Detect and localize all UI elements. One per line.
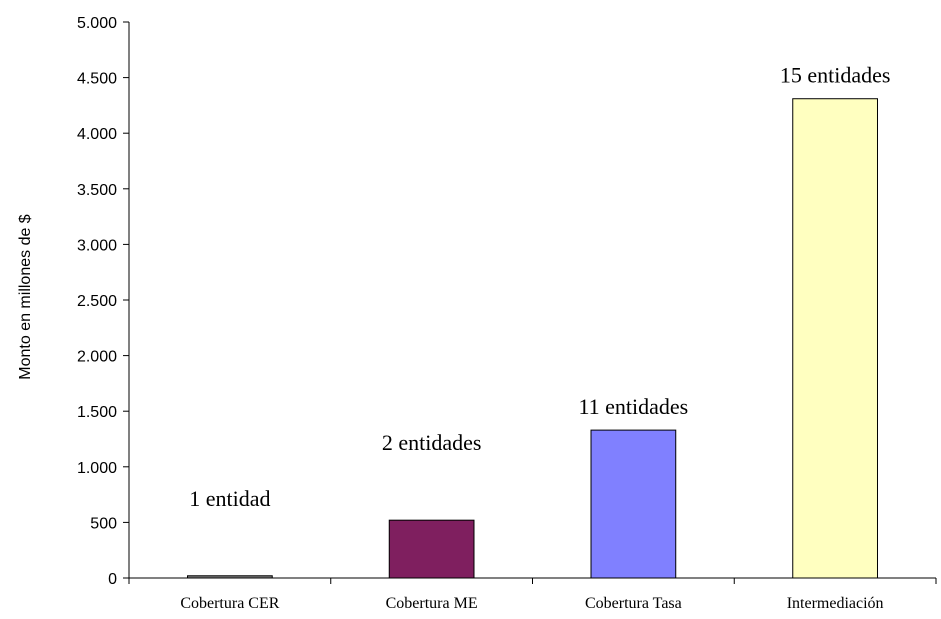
y-tick-label: 1.500: [77, 404, 117, 421]
y-tick-label: 2.000: [77, 349, 117, 366]
data-labels: 1 entidad 2 entidades 11 entidades 15 entid…: [189, 63, 890, 511]
y-tick-label: 2.500: [77, 293, 117, 310]
y-axis-title: Monto en millones de $: [17, 214, 34, 380]
y-tick-label: 1.000: [77, 460, 117, 477]
x-axis-tick-labels: Cobertura CER Cobertura ME Cobertura Tasa I…: [180, 595, 883, 612]
y-tick-label: 0: [108, 571, 117, 588]
x-tick-label: Cobertura Tasa: [585, 595, 682, 612]
bar: [388, 519, 475, 579]
y-tick-label: 5.000: [77, 15, 117, 32]
bar: [590, 429, 677, 579]
y-tick-label: 500: [90, 515, 117, 532]
y-tick-label: 3.500: [77, 182, 117, 199]
data-label: 1 entidad: [189, 486, 270, 511]
y-tick-label: 4.000: [77, 126, 117, 143]
x-tick-label: Cobertura ME: [386, 595, 478, 612]
y-tick-label: 3.000: [77, 237, 117, 254]
bar: [792, 98, 878, 579]
bars: [187, 98, 878, 579]
y-axis-ticks: 0 500 1.000 1.500 2.000 2.500 3.000 3.500 4.000 4…: [77, 15, 130, 588]
x-tick-label: Cobertura CER: [180, 595, 279, 612]
data-label: 2 entidades: [382, 430, 482, 455]
x-tick-label: Intermediación: [787, 595, 884, 612]
data-label: 15 entidades: [780, 63, 891, 88]
y-tick-label: 4.500: [77, 71, 117, 88]
x-axis: [128, 577, 937, 584]
data-label: 11 entidades: [578, 394, 688, 419]
